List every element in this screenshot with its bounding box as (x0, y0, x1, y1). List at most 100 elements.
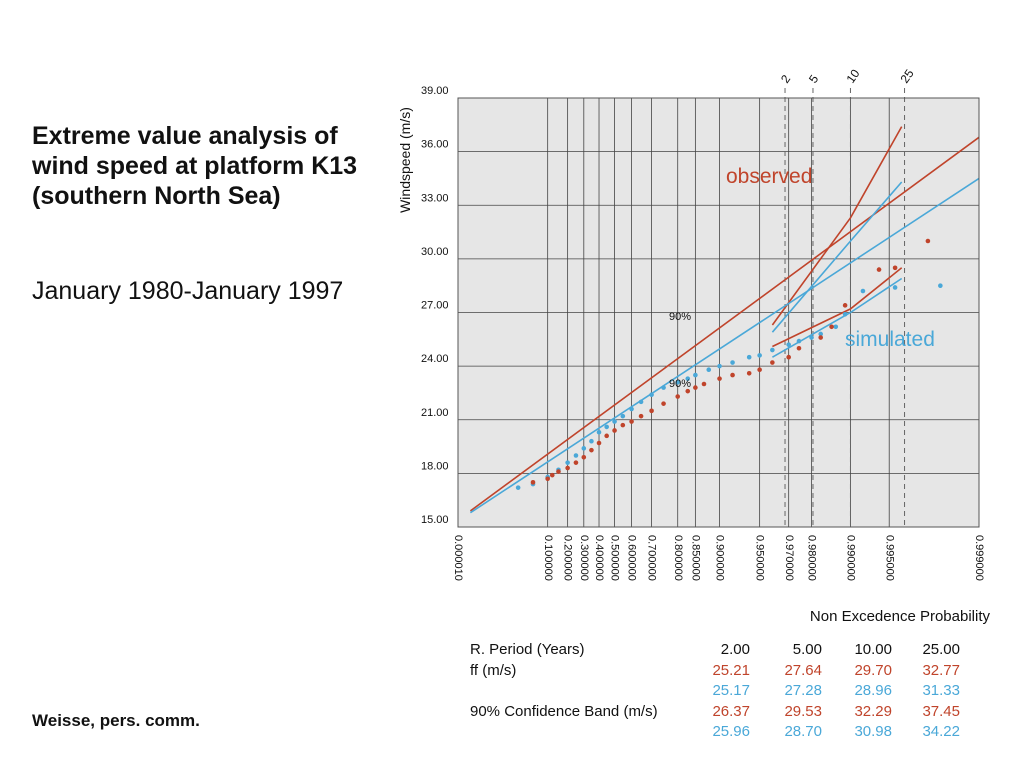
gumbel-chart: 39.00 36.00 33.00 30.00 27.00 24.00 21.00 18.00… (397, 66, 991, 625)
table-header-cell: 2.00 (720, 641, 750, 658)
observed-point (701, 381, 707, 387)
band-lower-label: 90% (669, 378, 691, 390)
x-tick-label: 0.970000 (783, 535, 795, 581)
table-row-label: ff (m/s) (470, 661, 517, 679)
y-axis-title: Windspeed (m/s) (397, 107, 413, 213)
observed-point (629, 419, 634, 424)
observed-point (693, 385, 698, 390)
series-line (771, 126, 903, 326)
x-tick-label: 0.990000 (845, 535, 857, 581)
observed-point (649, 408, 654, 414)
x-tick-label: 0.800000 (672, 535, 684, 581)
simulated-point (818, 331, 823, 337)
series-line (771, 181, 903, 333)
simulated-point (675, 379, 681, 385)
x-tick-label: 0.700000 (646, 535, 658, 581)
table-row: 25.96 28.70 30.98 34.22 (470, 722, 960, 743)
simulated-point (589, 438, 594, 444)
table-cell: 25.17 (712, 682, 750, 699)
table-cell: 28.70 (784, 723, 822, 740)
table-row: 90% Confidence Band (m/s) 26.37 29.53 32… (470, 702, 960, 723)
y-tick-label: 21.00 (421, 407, 449, 419)
simulated-point (596, 429, 602, 435)
observed-point (556, 469, 561, 474)
y-tick-label: 36.00 (421, 139, 449, 151)
x-tick-label: 0.400000 (593, 535, 605, 581)
x-tick-label: 0.200000 (562, 535, 574, 581)
source-credit: Weisse, pers. comm. (32, 711, 200, 730)
observed-point (589, 447, 594, 453)
x-tick-label: 0.980000 (806, 535, 818, 581)
simulated-point (938, 283, 943, 288)
simulated-point (892, 285, 898, 290)
observed-point (717, 376, 722, 381)
table-cell: 29.53 (784, 702, 822, 720)
observed-point (685, 388, 691, 394)
x-tick-label: 0.600000 (626, 535, 638, 581)
simulated-point (786, 342, 791, 347)
simulated-point (730, 360, 735, 365)
return-period-label: 5 (806, 72, 821, 86)
table-row-label: 90% Confidence Band (m/s) (470, 702, 658, 720)
observed-point (876, 267, 882, 272)
simulated-point (515, 485, 521, 490)
page-subtitle: January 1980-January 1997 (32, 277, 344, 305)
table-header-cell: 5.00 (792, 641, 822, 658)
observed-point (581, 454, 587, 460)
table-header-cell: 25.00 (922, 641, 960, 658)
simulated-point (746, 354, 752, 360)
simulated-point (573, 453, 579, 458)
table-cell: 27.28 (784, 682, 822, 699)
simulated-point (612, 419, 617, 424)
observed-point (596, 440, 602, 446)
observed-point (796, 345, 802, 351)
table-cell: 29.70 (854, 661, 892, 679)
table-cell: 32.77 (922, 661, 960, 679)
observed-point (638, 413, 644, 419)
observed-point (661, 401, 666, 406)
observed-point (573, 460, 579, 465)
return-period-label: 10 (843, 66, 862, 85)
table-cell: 25.96 (712, 723, 750, 740)
series-line (469, 177, 980, 514)
simulated-point (661, 385, 666, 390)
table-row-label (470, 722, 702, 743)
observed-point (530, 480, 536, 485)
observed-point (842, 303, 848, 308)
band-upper-label: 90% (669, 311, 691, 323)
simulated-point (757, 353, 762, 358)
table-cell: 26.37 (712, 702, 750, 720)
simulated-point (620, 413, 626, 419)
x-tick-label: 0.850000 (689, 535, 701, 581)
observed-point (829, 324, 834, 330)
observed-point (620, 422, 626, 428)
simulated-point (565, 460, 570, 465)
table-cell: 28.96 (854, 682, 892, 699)
table-header-row: R. Period (Years) 2.00 5.00 10.00 25.00 (470, 640, 960, 661)
observed-point (786, 354, 791, 360)
simulated-point (629, 406, 634, 412)
series-line (469, 136, 980, 512)
simulated-point (842, 311, 848, 317)
table-cell: 25.21 (712, 661, 750, 679)
observed-point (604, 433, 609, 439)
y-tick-label: 30.00 (421, 246, 449, 258)
simulated-point (833, 324, 839, 330)
simulated-point (604, 424, 609, 430)
x-axis-title: Non Excedence Probability (810, 608, 991, 625)
page-title: Extreme value analysis of wind speed at … (32, 122, 358, 210)
table-cell: 27.64 (784, 661, 822, 679)
simulated-point (860, 288, 866, 294)
table-header-cell: 10.00 (854, 641, 892, 658)
simulated-point (770, 347, 775, 353)
simulated-label: simulated (845, 328, 935, 351)
simulated-point (809, 335, 814, 340)
y-tick-label: 18.00 (421, 460, 449, 472)
observed-point (549, 472, 555, 478)
table-cell: 32.29 (854, 702, 892, 720)
observed-point (818, 335, 823, 340)
x-tick-label: 0.500000 (609, 535, 621, 581)
x-tick-label: 0.300000 (578, 535, 590, 581)
y-tick-label: 39.00 (421, 85, 449, 97)
table-cell: 34.22 (922, 723, 960, 740)
